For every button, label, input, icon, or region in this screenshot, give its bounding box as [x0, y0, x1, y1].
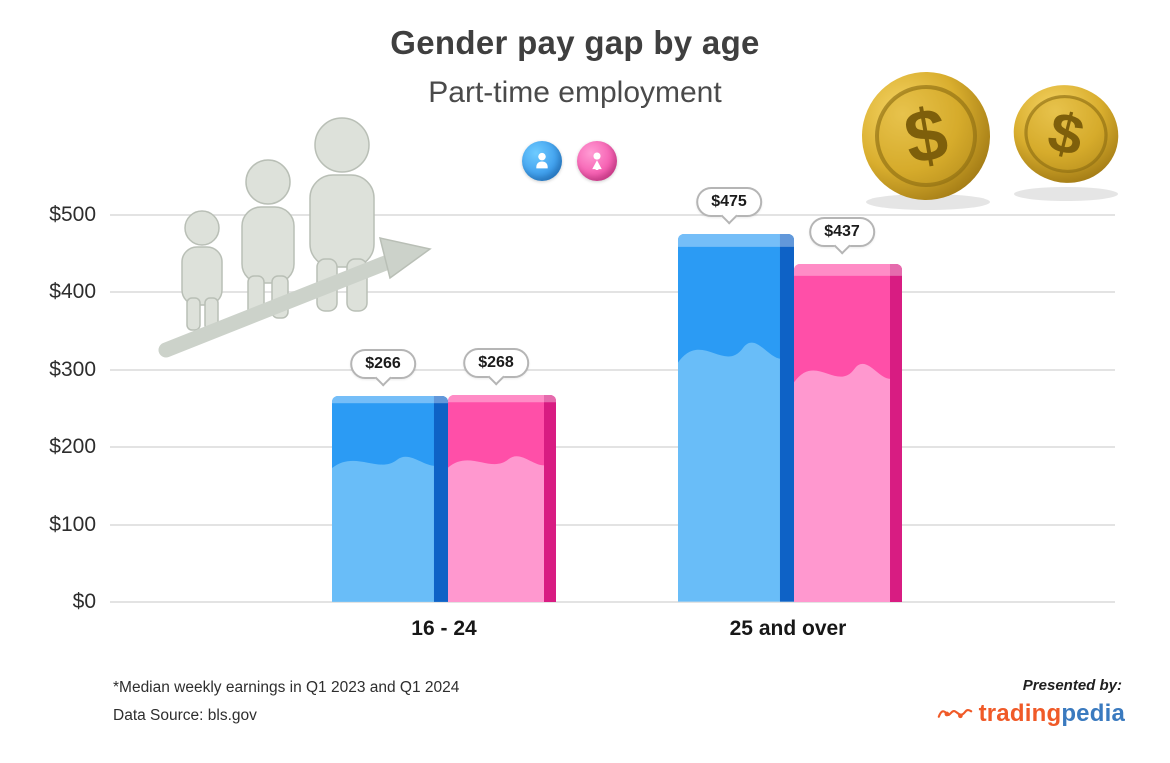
brand-part-pedia: pedia: [1061, 700, 1125, 727]
y-axis-label-200: $200: [49, 435, 96, 459]
female-legend-icon: [577, 141, 617, 181]
callout-value: $266: [365, 355, 401, 373]
line-chart-squiggle-icon: [937, 708, 972, 719]
value-callout-male-0: $266: [350, 349, 416, 387]
tradingpedia-logo: tradingpedia: [937, 700, 1125, 728]
callout-value: $475: [711, 193, 747, 211]
bar-male-0: [332, 396, 448, 602]
callout-tail: [374, 369, 392, 387]
bar-female-0: [448, 394, 556, 602]
footnote: *Median weekly earnings in Q1 2023 and Q…: [113, 679, 460, 696]
chart-subtitle: Part-time employment: [428, 76, 722, 109]
y-axis-label-400: $400: [49, 280, 96, 304]
gridline-400: [110, 291, 1115, 294]
y-axis-label-300: $300: [49, 357, 96, 381]
gridline-0: [110, 601, 1115, 603]
callout-tail: [720, 207, 738, 225]
category-label-25-and-over: 25 and over: [729, 617, 847, 640]
callout-tail: [833, 237, 851, 255]
y-axis-label-0: $0: [72, 590, 96, 613]
callout-tail: [487, 368, 505, 386]
male-person-icon: [536, 152, 548, 169]
gridline-100: [110, 523, 1115, 526]
value-callout-female-0: $268: [463, 347, 529, 386]
male-legend-icon: [522, 141, 562, 181]
y-axis-label-100: $100: [49, 512, 96, 536]
chart-title: Gender pay gap by age: [390, 24, 760, 61]
gridline-200: [110, 446, 1115, 449]
bar-female-1: [794, 263, 902, 602]
bar-male-1: [678, 234, 794, 602]
bar-shape: [678, 234, 794, 602]
female-person-icon: [592, 152, 602, 170]
legend: [522, 141, 617, 181]
brand-part-trading: trading: [978, 700, 1062, 727]
value-callout-female-1: $437: [809, 216, 875, 255]
category-label-16-24: 16 - 24: [411, 617, 477, 640]
value-callout-male-1: $475: [696, 187, 762, 225]
brand-wordmark: tradingpedia: [979, 700, 1125, 728]
dollar-coin-large: $: [862, 72, 990, 200]
growth-people-arrow-illustration: [158, 117, 432, 358]
gridline-500: [110, 214, 1115, 216]
bar-shape: [448, 394, 556, 602]
growth-arrow-icon: [158, 237, 432, 358]
presented-by-label: Presented by:: [1022, 677, 1122, 694]
callout-value: $437: [824, 222, 860, 240]
callout-value: $268: [478, 353, 514, 371]
y-axis-label-500: $500: [49, 203, 96, 226]
dollar-coins-icon: $ $: [862, 72, 1119, 210]
data-source: Data Source: bls.gov: [113, 707, 257, 724]
bar-shape: [794, 263, 902, 602]
gridline-300: [110, 368, 1115, 371]
bar-shape: [332, 396, 448, 602]
dollar-coin-small: $: [1013, 85, 1119, 183]
